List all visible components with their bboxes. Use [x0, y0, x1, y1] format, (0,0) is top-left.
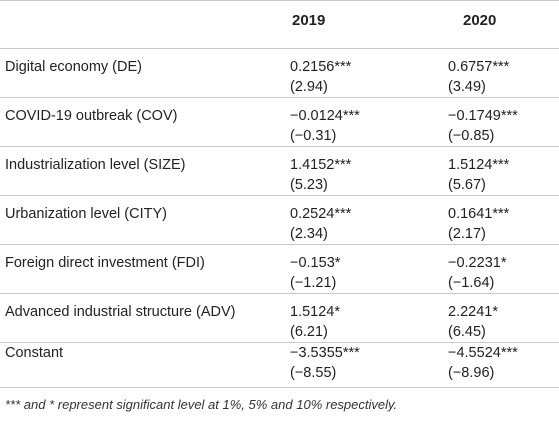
table-row: Industrialization level (SIZE) 1.4152***… — [0, 147, 559, 195]
row-rule — [0, 244, 559, 245]
tstat-2020: (6.45) — [448, 324, 486, 340]
table-row: Foreign direct investment (FDI) −0.153* … — [0, 245, 559, 293]
coef-2020: −0.1749*** — [448, 108, 518, 124]
tstat-2019: (6.21) — [290, 324, 328, 340]
row-label: Urbanization level (CITY) — [5, 206, 167, 222]
coef-2019: 0.2524*** — [290, 206, 352, 222]
table-row: Digital economy (DE) 0.2156*** (2.94) 0.… — [0, 49, 559, 97]
tstat-2020: (−0.85) — [448, 128, 495, 144]
tstat-2020: (2.17) — [448, 226, 486, 242]
table-top-rule — [0, 0, 559, 1]
row-label: COVID-19 outbreak (COV) — [5, 108, 178, 124]
header-rule — [0, 48, 559, 49]
table-bottom-rule — [0, 387, 559, 388]
tstat-2020: (−1.64) — [448, 275, 495, 291]
table-footnote: *** and * represent significant level at… — [5, 397, 398, 412]
tstat-2019: (2.94) — [290, 79, 328, 95]
table-row: Urbanization level (CITY) 0.2524*** (2.3… — [0, 196, 559, 244]
coef-2020: 0.6757*** — [448, 59, 510, 75]
coef-2020: 2.2241* — [448, 304, 498, 320]
header-2020: 2020 — [463, 12, 497, 29]
tstat-2019: (−8.55) — [290, 365, 337, 381]
row-label: Constant — [5, 345, 64, 361]
coef-2019: 1.5124* — [290, 304, 340, 320]
coef-2020: −4.5524*** — [448, 345, 518, 361]
table-row: Constant −3.5355*** (−8.55) −4.5524*** (… — [0, 335, 559, 383]
tstat-2019: (5.23) — [290, 177, 328, 193]
header-2019: 2019 — [292, 12, 326, 29]
tstat-2019: (−1.21) — [290, 275, 337, 291]
coef-2019: −0.153* — [290, 255, 341, 271]
coef-2019: −0.0124*** — [290, 108, 360, 124]
row-rule — [0, 97, 559, 98]
tstat-2019: (−0.31) — [290, 128, 337, 144]
row-label: Industrialization level (SIZE) — [5, 157, 186, 173]
coef-2020: 0.1641*** — [448, 206, 510, 222]
tstat-2019: (2.34) — [290, 226, 328, 242]
coef-2019: 1.4152*** — [290, 157, 352, 173]
tstat-2020: (3.49) — [448, 79, 486, 95]
row-label: Advanced industrial structure (ADV) — [5, 304, 236, 320]
coef-2019: −3.5355*** — [290, 345, 360, 361]
row-label: Foreign direct investment (FDI) — [5, 255, 205, 271]
row-label: Digital economy (DE) — [5, 59, 142, 75]
tstat-2020: (5.67) — [448, 177, 486, 193]
tstat-2020: (−8.96) — [448, 365, 495, 381]
row-rule — [0, 195, 559, 196]
row-rule — [0, 146, 559, 147]
table-row: COVID-19 outbreak (COV) −0.0124*** (−0.3… — [0, 98, 559, 146]
row-rule — [0, 342, 559, 343]
coef-2020: −0.2231* — [448, 255, 507, 271]
coef-2019: 0.2156*** — [290, 59, 352, 75]
table-row: Advanced industrial structure (ADV) 1.51… — [0, 294, 559, 342]
row-rule — [0, 293, 559, 294]
coef-2020: 1.5124*** — [448, 157, 510, 173]
